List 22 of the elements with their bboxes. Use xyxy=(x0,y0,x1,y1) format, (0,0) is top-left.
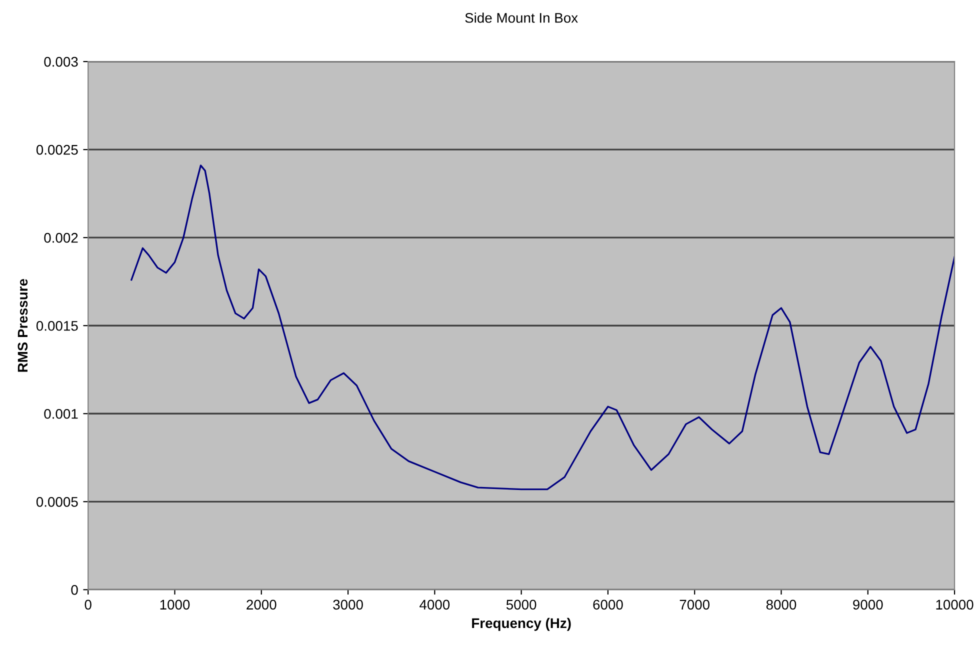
x-tick-label: 8000 xyxy=(766,600,796,610)
y-tick-label: 0.0025 xyxy=(36,144,78,155)
line-series xyxy=(130,164,955,490)
y-tick-label: 0.0005 xyxy=(36,496,78,507)
y-tick-label: 0.001 xyxy=(44,408,78,419)
x-tick-label: 6000 xyxy=(593,600,623,610)
x-tick-label: 1000 xyxy=(160,600,190,610)
y-tick-label: 0.0015 xyxy=(36,320,78,331)
x-tick-label: 4000 xyxy=(420,600,450,610)
y-tick-label: 0.002 xyxy=(44,232,78,243)
y-tick-label: 0 xyxy=(71,585,78,595)
x-tick-label: 5000 xyxy=(506,600,536,610)
x-axis-title: Frequency (Hz) xyxy=(472,618,571,631)
chart-title: Side Mount In Box xyxy=(465,12,578,23)
x-tick-label: 7000 xyxy=(680,600,710,610)
x-tick-label: 0 xyxy=(84,600,92,610)
x-tick-label: 3000 xyxy=(333,600,363,610)
x-tick-label: 9000 xyxy=(853,600,883,610)
y-tick-label: 0.003 xyxy=(44,56,78,67)
x-tick-label: 2000 xyxy=(246,600,276,610)
y-axis-title: RMS Pressure xyxy=(18,279,28,372)
x-tick-label: 10000 xyxy=(936,600,974,610)
